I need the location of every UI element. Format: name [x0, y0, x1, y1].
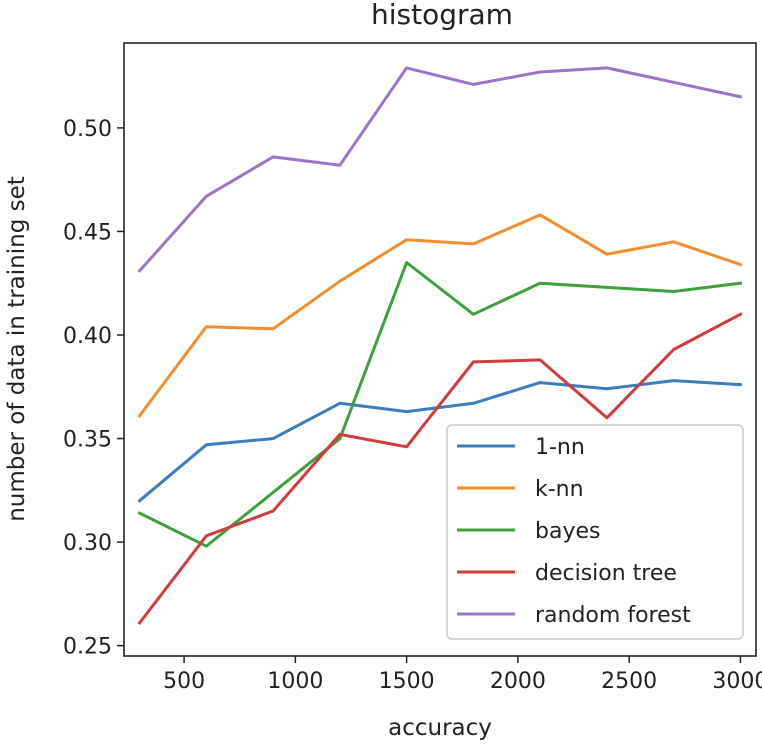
- legend-label: decision tree: [535, 561, 677, 586]
- x-tick-label: 3000: [712, 669, 762, 694]
- series-line-decision-tree: [137, 312, 743, 626]
- legend-label: 1-nn: [535, 435, 585, 460]
- y-tick-label: 0.40: [63, 324, 112, 349]
- legend: 1-nn k-nn bayes decision tree random forest: [446, 424, 744, 640]
- x-tick-label: 1000: [267, 669, 323, 694]
- x-tick-label: 2000: [490, 669, 546, 694]
- y-tick-label: 0.50: [63, 117, 112, 142]
- x-tick-label: 2500: [601, 669, 657, 694]
- series-line-bayes: [137, 261, 743, 548]
- y-axis-label: number of data in training set: [4, 176, 30, 522]
- y-tick-label: 0.25: [63, 635, 112, 660]
- series-line-random-forest: [137, 66, 743, 273]
- y-tick-label: 0.35: [63, 428, 112, 453]
- x-axis-label: accuracy: [388, 715, 492, 741]
- plot-frame: [123, 42, 757, 657]
- legend-label: random forest: [535, 603, 691, 628]
- legend-label: k-nn: [535, 477, 584, 502]
- legend-label: bayes: [535, 519, 600, 544]
- x-tick-label: 500: [163, 669, 205, 694]
- x-tick-label: 1500: [379, 669, 435, 694]
- series-lines: [137, 66, 743, 626]
- y-tick-label: 0.30: [63, 531, 112, 556]
- chart-title: histogram: [371, 0, 513, 31]
- legend-box: [446, 424, 744, 640]
- y-tick-label: 0.45: [63, 220, 112, 245]
- axis-ticks: 500 1000 1500 2000 2500 3000 0.25 0.30 0.35 0.40 0…: [63, 117, 762, 694]
- series-line-k-nn: [137, 213, 743, 418]
